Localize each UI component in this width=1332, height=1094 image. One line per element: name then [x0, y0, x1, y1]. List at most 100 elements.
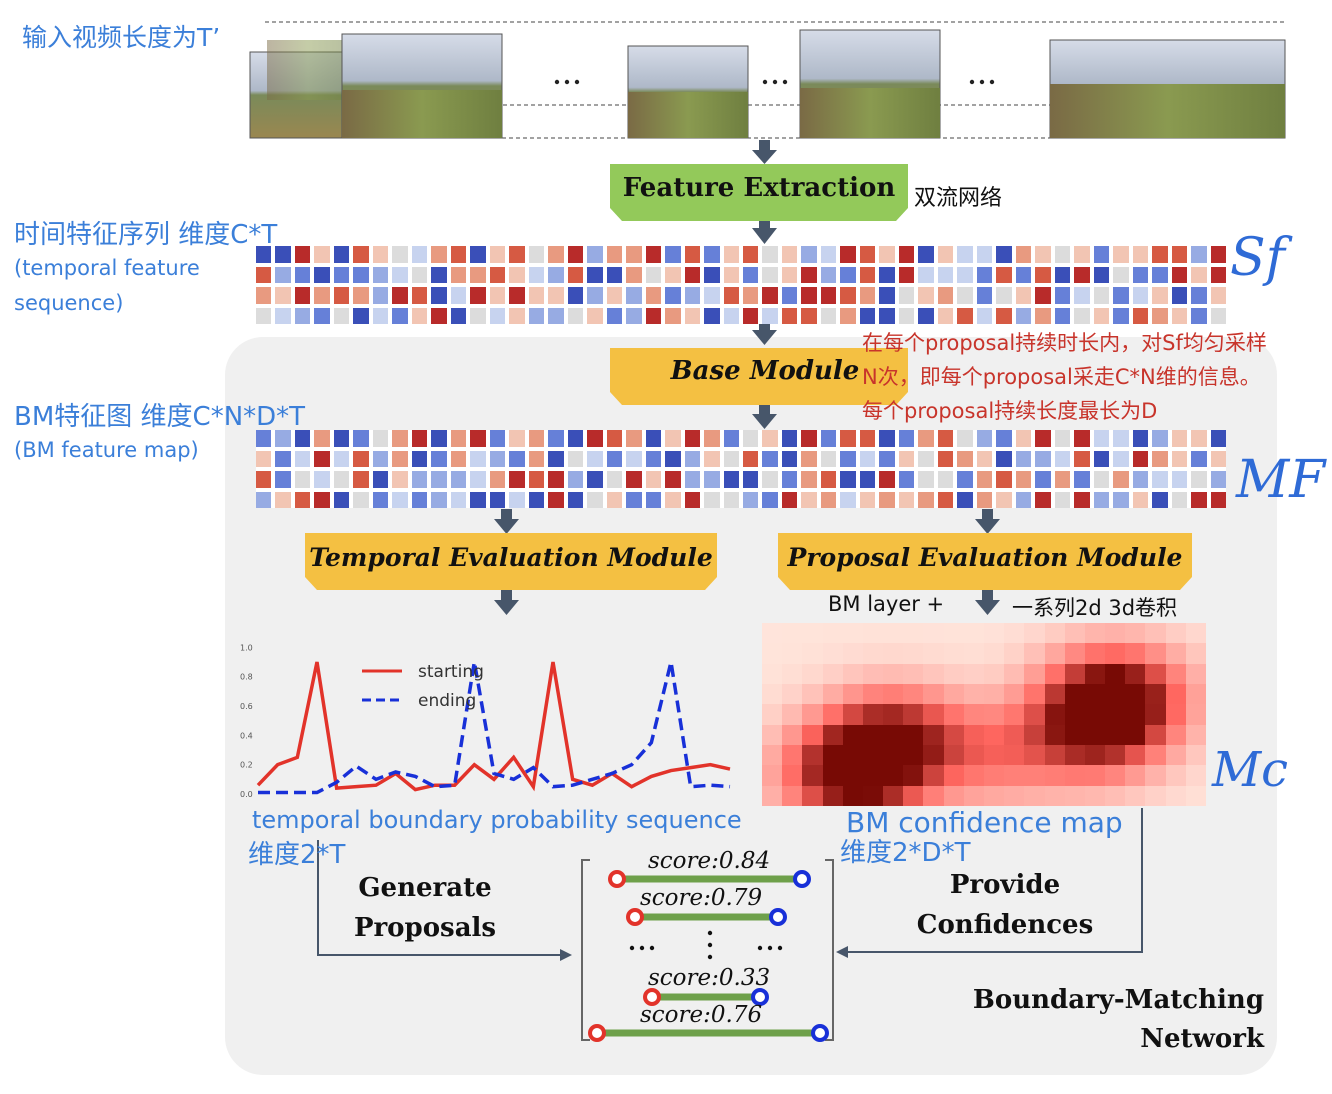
feature-cell [470, 491, 486, 508]
feature-cell [1015, 307, 1032, 324]
feature-cell [742, 471, 759, 488]
confidence-cell [883, 785, 904, 806]
confidence-cell [782, 623, 803, 644]
feature-cell [450, 491, 467, 508]
confidence-cell [1044, 724, 1065, 745]
feature-cell [898, 287, 915, 304]
feature-cell [587, 246, 603, 263]
feature-cell [1054, 471, 1071, 488]
confidence-cell [1105, 684, 1126, 705]
confidence-cell [1165, 663, 1186, 684]
confidence-cell [903, 663, 924, 684]
feature-cell [450, 287, 467, 304]
feature-cell [1113, 450, 1129, 467]
feature-cell [918, 246, 934, 263]
feature-cell [606, 307, 623, 324]
confidence-cell [862, 684, 884, 705]
feature-cell [645, 450, 662, 467]
feature-cell [626, 430, 642, 447]
feature-cell [1152, 246, 1168, 263]
feature-cell [392, 471, 408, 488]
feature-cell [859, 246, 876, 263]
feature-cell [294, 430, 311, 447]
feature-cell [840, 307, 856, 324]
confidence-cell [842, 785, 863, 806]
feature-cell [587, 430, 603, 447]
confidence-cell [923, 663, 944, 684]
feature-cell [528, 246, 545, 263]
confidence-cell [883, 684, 904, 705]
sampling-note-3: 每个proposal持续长度最长为D [862, 399, 1158, 423]
confidence-cell [1024, 684, 1045, 705]
feature-cell [859, 491, 876, 508]
confidence-cell [762, 745, 783, 766]
confidence-cell [1084, 704, 1106, 725]
confidence-cell [1185, 643, 1206, 664]
proposal-bar-1 [608, 870, 811, 888]
feature-cell [333, 246, 350, 263]
feature-cell [1035, 287, 1051, 304]
confidence-cell [903, 623, 924, 644]
confidence-cell [1185, 623, 1206, 644]
feature-cell [470, 307, 486, 324]
feature-cell [353, 307, 369, 324]
feature-cell [587, 471, 603, 488]
confidence-cell [762, 623, 783, 644]
feature-cell [431, 430, 447, 447]
confidence-cell [862, 765, 884, 786]
generate-label-2: Proposals [353, 913, 497, 943]
tbps-label: temporal boundary probability sequence [252, 806, 742, 834]
confidence-cell [842, 745, 863, 766]
confidence-cell [1125, 745, 1146, 766]
confidence-cell [1125, 704, 1146, 725]
bmcm-label: BM confidence map [846, 806, 1123, 839]
feature-cell [509, 450, 525, 467]
confidence-cell [1084, 643, 1106, 664]
feature-cell [450, 430, 467, 447]
feature-cell [548, 471, 564, 488]
feature-cell [1171, 471, 1188, 488]
feature-cell [762, 266, 778, 283]
feature-cell [333, 491, 350, 508]
feature-cell [976, 266, 993, 283]
feature-cell [1035, 307, 1051, 324]
feature-cell [333, 450, 350, 467]
feature-cell [509, 430, 525, 447]
feature-cell [353, 491, 369, 508]
feature-cell [957, 246, 973, 263]
feature-cell [1171, 287, 1188, 304]
confidence-cell [842, 724, 863, 745]
legend-starting-label: starting [418, 662, 484, 682]
proposal-score-2: score:0.79 [640, 885, 763, 911]
feature-cell [859, 287, 876, 304]
feature-cell [1191, 491, 1207, 508]
confidence-cell [1004, 643, 1025, 664]
feature-cell [1054, 287, 1071, 304]
feature-cell [976, 491, 993, 508]
sampling-note-2: N次，即每个proposal采走C*N维的信息。 [862, 365, 1261, 389]
feature-cell [645, 491, 662, 508]
confidence-cell [1064, 684, 1085, 705]
feature-cell [353, 266, 369, 283]
confidence-cell [1004, 623, 1025, 644]
mc-handwritten-label: Mc [1212, 742, 1289, 798]
confidence-cell [1125, 724, 1146, 745]
feature-cell [1191, 307, 1207, 324]
feature-cell [1132, 287, 1149, 304]
feature-cell [840, 430, 856, 447]
confidence-cell [842, 704, 863, 725]
feature-cell [704, 287, 720, 304]
y-tick-label: 0.6 [240, 702, 253, 711]
confidence-cell [1024, 745, 1045, 766]
feature-cell [1152, 491, 1168, 508]
feature-cell [470, 246, 486, 263]
feature-cell [820, 307, 837, 324]
confidence-cell [1125, 684, 1146, 705]
feature-cell [820, 246, 837, 263]
feature-cell [1171, 430, 1188, 447]
feature-cell [333, 266, 350, 283]
feature-cell [704, 307, 720, 324]
feature-cell [256, 491, 272, 508]
feature-cell [801, 246, 817, 263]
feature-cell [820, 287, 837, 304]
